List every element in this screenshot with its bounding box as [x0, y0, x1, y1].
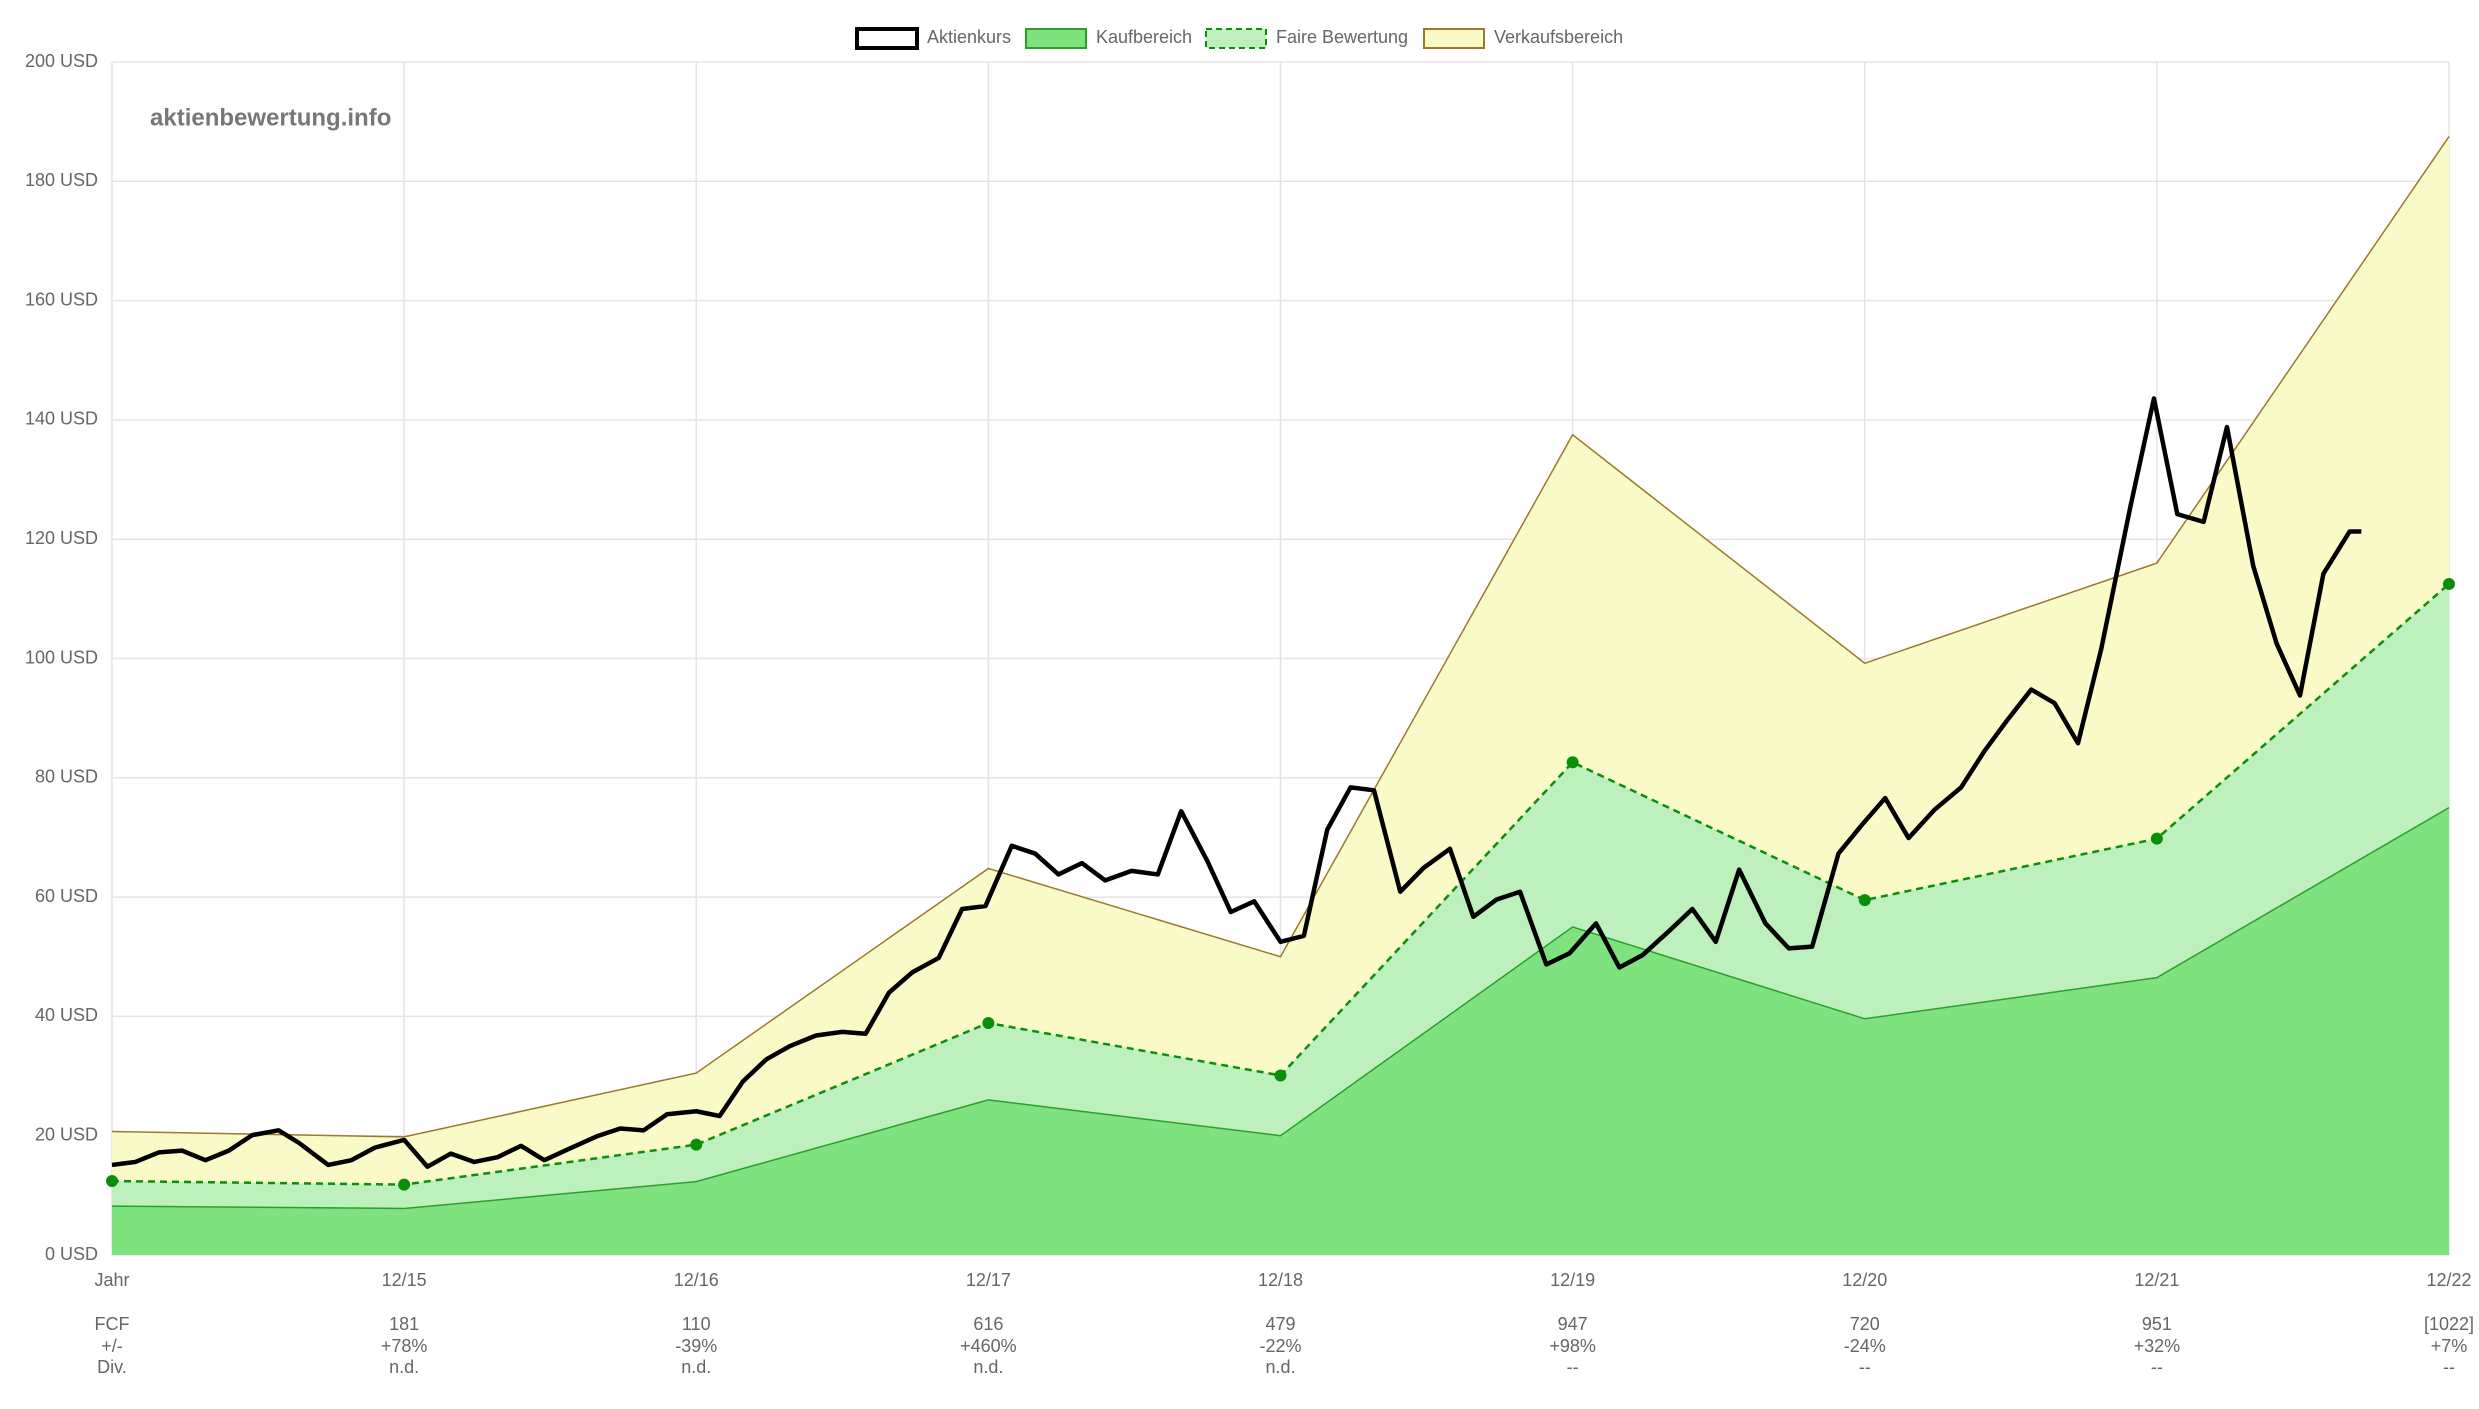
table-cell: 479 — [1265, 1314, 1295, 1334]
table-cell: -22% — [1259, 1336, 1301, 1356]
y-tick-label: 80 USD — [35, 767, 98, 787]
legend-swatch — [855, 27, 919, 50]
table-cell: 181 — [389, 1314, 419, 1334]
point — [690, 1138, 703, 1151]
legend-label: Verkaufsbereich — [1494, 27, 1623, 47]
y-tick-label: 60 USD — [35, 886, 98, 906]
point — [2443, 577, 2455, 590]
x-tick-label: 12/22 — [2426, 1270, 2471, 1290]
legend-swatch — [1205, 28, 1267, 49]
table-cell: -- — [1567, 1357, 1579, 1377]
y-tick-label: 20 USD — [35, 1124, 98, 1144]
y-tick-label: 0 USD — [45, 1244, 98, 1264]
point — [2150, 832, 2163, 845]
table-row-label: Div. — [97, 1357, 127, 1377]
y-tick-label: 140 USD — [25, 409, 98, 429]
x-tick-label: 12/21 — [2134, 1270, 2179, 1290]
legend-swatch — [1025, 28, 1087, 49]
y-tick-label: 40 USD — [35, 1005, 98, 1025]
table-cell: 947 — [1558, 1314, 1588, 1334]
area-line — [111, 136, 2450, 1138]
x-tick-label: Jahr — [94, 1270, 129, 1290]
x-tick-label: 12/20 — [1842, 1270, 1887, 1290]
x-tick-label: 12/15 — [382, 1270, 427, 1290]
table-cell: -- — [1859, 1357, 1871, 1377]
legend-label: Kaufbereich — [1096, 27, 1192, 47]
point — [398, 1178, 411, 1191]
table-cell: [1022] — [2424, 1314, 2474, 1334]
table-cell: -- — [2443, 1357, 2455, 1377]
y-tick-label: 180 USD — [25, 170, 98, 190]
table-cell: +460% — [960, 1336, 1017, 1356]
table-cell: +78% — [381, 1336, 428, 1356]
point — [1566, 756, 1579, 769]
y-tick-label: 200 USD — [25, 51, 98, 71]
table-cell: 951 — [2142, 1314, 2172, 1334]
table-cell: +7% — [2431, 1336, 2468, 1356]
legend-label: Aktienkurs — [927, 27, 1011, 47]
table-row-label: +/- — [101, 1336, 123, 1356]
table-cell: 616 — [973, 1314, 1003, 1334]
y-tick-label: 160 USD — [25, 289, 98, 309]
table-cell: -24% — [1844, 1336, 1886, 1356]
table-cell: 110 — [682, 1314, 711, 1334]
watermark: aktienbewertung.info — [150, 104, 391, 131]
area-line — [111, 806, 2450, 1210]
x-tick-label: 12/18 — [1258, 1270, 1303, 1290]
table-cell: -39% — [675, 1336, 717, 1356]
table-cell: +98% — [1549, 1336, 1596, 1356]
table-cell: n.d. — [681, 1357, 711, 1377]
table-cell: n.d. — [389, 1357, 419, 1377]
point — [982, 1016, 995, 1029]
x-tick-label: 12/17 — [966, 1270, 1011, 1290]
point — [106, 1175, 118, 1188]
table-cell: n.d. — [1265, 1357, 1295, 1377]
table-row-label: FCF — [95, 1314, 130, 1334]
point — [1274, 1069, 1287, 1082]
table-cell: 720 — [1850, 1314, 1880, 1334]
x-tick-label: 12/16 — [674, 1270, 719, 1290]
table-cell: +32% — [2134, 1336, 2181, 1356]
legend-label: Faire Bewertung — [1276, 27, 1408, 47]
area-fill — [112, 807, 2449, 1255]
y-tick-label: 120 USD — [25, 528, 98, 548]
legend-swatch — [1423, 28, 1485, 49]
point — [1858, 894, 1871, 907]
x-tick-label: 12/19 — [1550, 1270, 1595, 1290]
table-cell: n.d. — [973, 1357, 1003, 1377]
price-line — [111, 396, 2362, 1169]
y-tick-label: 100 USD — [25, 647, 98, 667]
table-cell: -- — [2151, 1357, 2163, 1377]
grid — [111, 61, 2450, 1256]
